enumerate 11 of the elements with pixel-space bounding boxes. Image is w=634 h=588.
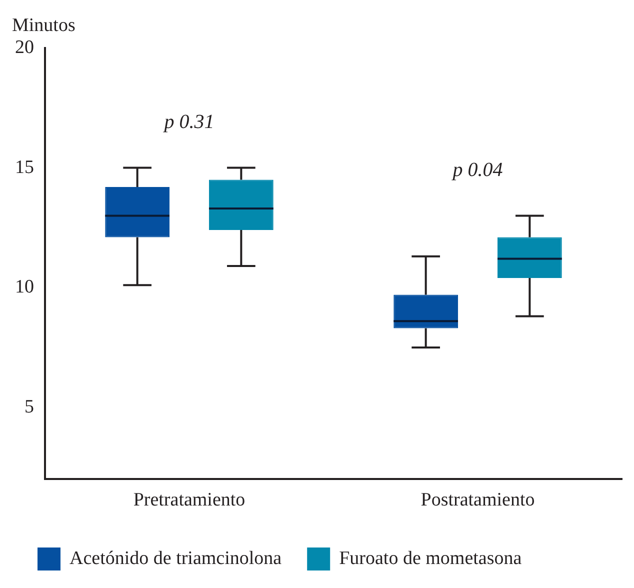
legend-label: Acetónido de triamcinolona bbox=[70, 548, 282, 569]
y-tick-label: 5 bbox=[24, 396, 34, 418]
y-axis-title: Minutos bbox=[12, 14, 76, 36]
annotation: p 0.04 bbox=[450, 158, 503, 181]
x-tick-label: Postratamiento bbox=[420, 490, 535, 511]
y-tick-label: 20 bbox=[15, 36, 34, 58]
annotation: p 0.31 bbox=[162, 111, 214, 134]
legend-label: Furoato de mometasona bbox=[339, 548, 522, 569]
y-tick-label: 10 bbox=[15, 276, 34, 298]
y-tick-label: 15 bbox=[15, 156, 34, 178]
x-tick-label: Pretratamiento bbox=[133, 490, 246, 511]
